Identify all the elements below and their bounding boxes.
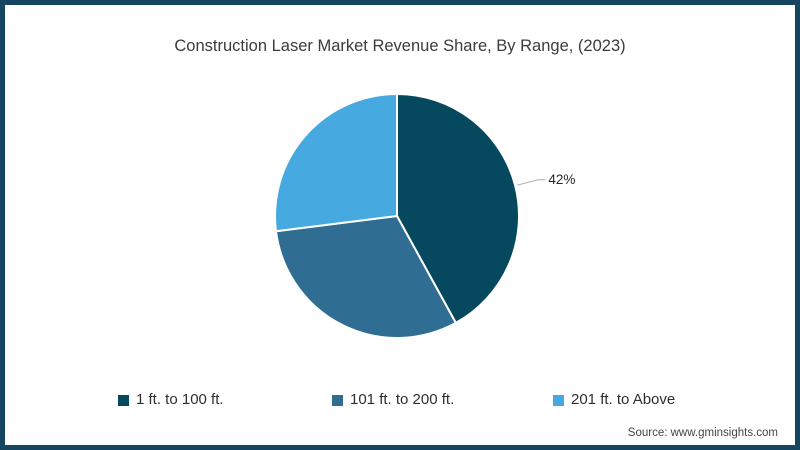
data-label-leader-line: [516, 179, 546, 186]
chart-title: Construction Laser Market Revenue Share,…: [174, 37, 626, 55]
pie-slice-1: [275, 215, 457, 339]
pie-slice-2: [274, 93, 398, 233]
pie-data-label: 42%: [548, 172, 575, 187]
pie-chart: 42%: [274, 93, 575, 339]
pie-slice-0: [396, 93, 520, 324]
source-credit: Source: www.gminsights.com: [627, 427, 778, 439]
